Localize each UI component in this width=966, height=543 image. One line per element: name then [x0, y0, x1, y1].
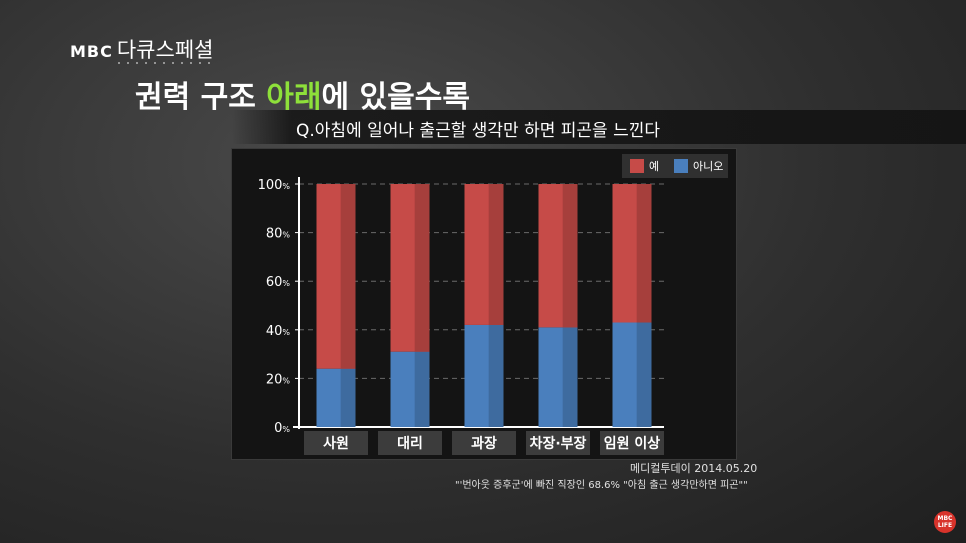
bar-segment-shade [562, 327, 578, 427]
brand-name: MBC [70, 42, 113, 61]
bar-segment-shade [562, 184, 578, 328]
stacked-bar-chart: 0% 20% 40% 60% 80% 100% 사원 대리 과장 차장·부장 임원 이상 예 아니오 [258, 154, 728, 455]
bar-segment-shade [636, 322, 652, 427]
bar-segment-shade [414, 184, 430, 352]
mbc-life-logo: MBC LIFE [934, 511, 956, 533]
legend-label: 예 [649, 160, 659, 173]
chart-container: 0% 20% 40% 60% 80% 100% 사원 대리 과장 차장·부장 임원 이상 예 아니오 [231, 148, 737, 460]
bar-segment-shade [488, 324, 504, 427]
x-tick-label: 사원 [323, 436, 349, 452]
legend-swatch [674, 159, 688, 173]
ch-logo-line1: MBC [937, 515, 953, 522]
bar-segment-shade [414, 351, 430, 427]
bar-segment-shade [636, 184, 652, 323]
title-highlight: 아래 [266, 80, 322, 115]
x-tick-label-box [304, 431, 368, 455]
y-tick-label: 40% [266, 324, 291, 339]
x-tick-label: 임원 이상 [604, 435, 661, 452]
legend-swatch [630, 159, 644, 173]
bar-segment-shade [488, 184, 504, 325]
program-name: 다큐스페셜 [116, 38, 214, 62]
bar-segment-shade [340, 184, 356, 369]
y-tick-label: 0% [274, 421, 290, 436]
y-tick-label: 20% [266, 372, 291, 387]
x-tick-label: 차장·부장 [530, 435, 587, 452]
ch-logo-line2: LIFE [937, 522, 953, 529]
x-tick-label-box [452, 431, 516, 455]
y-tick-label: 80% [266, 227, 291, 242]
x-tick-label-box [600, 431, 664, 455]
y-tick-label: 100% [258, 178, 291, 193]
title-prefix: 권력 구조 [135, 80, 267, 115]
source-headline: "'번아웃 증후군'에 빠진 직장인 68.6% "아침 출근 생각만하면 피곤… [455, 480, 748, 491]
legend-label: 아니오 [693, 160, 723, 173]
x-tick-label: 대리 [397, 436, 423, 452]
page-title: 권력 구조 아래에 있을수록 [135, 72, 470, 116]
channel-logo: MBC 다큐스페셜 [70, 34, 213, 64]
bar-segment-shade [340, 368, 356, 427]
question-bar [232, 110, 966, 144]
y-tick-label: 60% [266, 275, 291, 290]
x-tick-label-box [526, 431, 590, 455]
source-citation: 메디컬투데이 2014.05.20 [630, 462, 758, 475]
title-suffix: 에 있을수록 [321, 80, 470, 115]
x-tick-label-box [378, 431, 442, 455]
logo-dots-decoration [118, 62, 213, 64]
x-tick-label: 과장 [471, 435, 497, 452]
question-text: Q.아침에 일어나 출근할 생각만 하면 피곤을 느낀다 [296, 121, 661, 141]
